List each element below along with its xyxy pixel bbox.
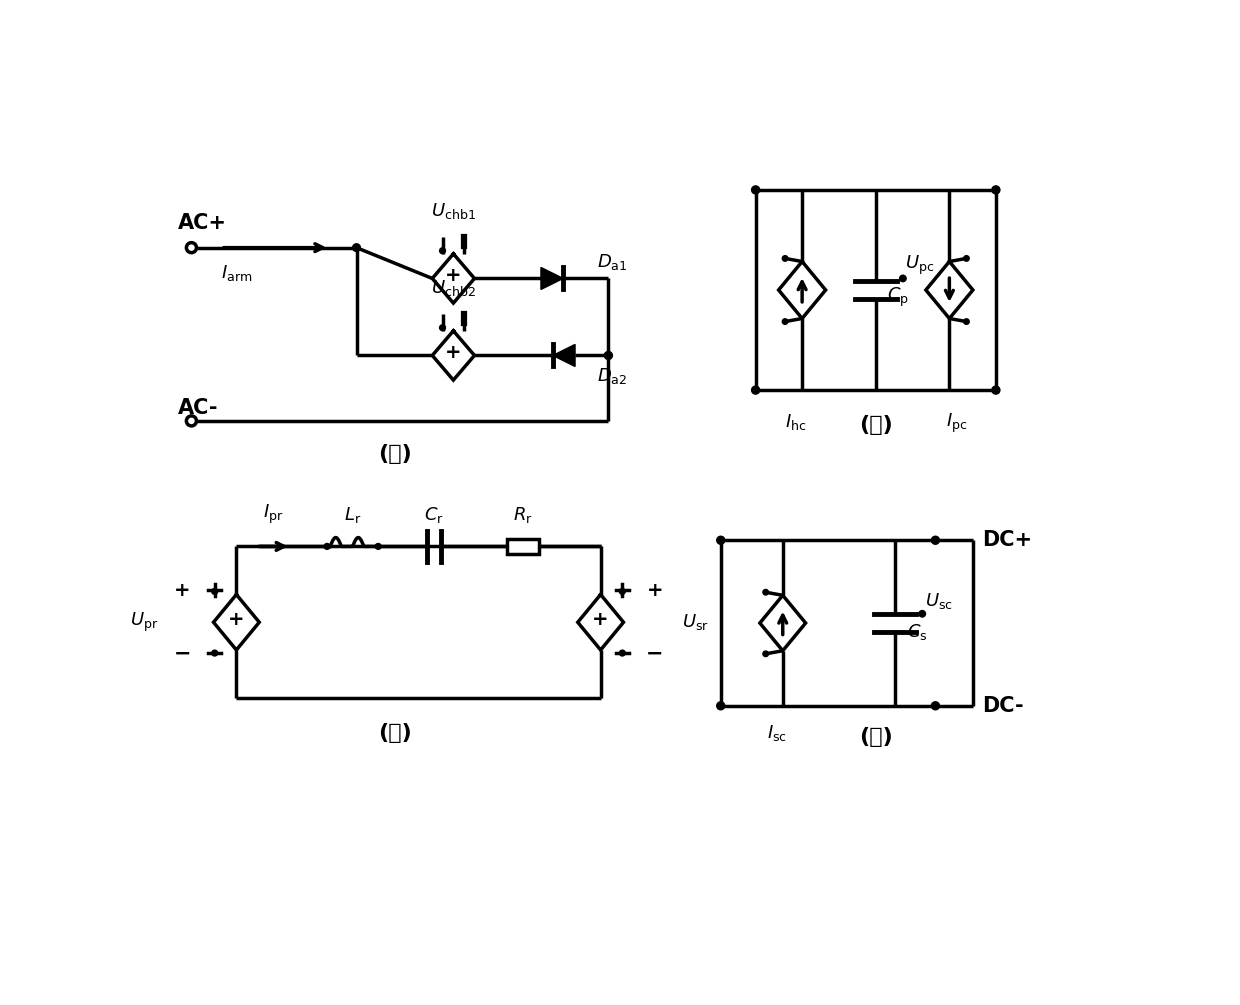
Text: $U_{\mathrm{chb2}}$: $U_{\mathrm{chb2}}$: [432, 278, 476, 298]
Circle shape: [763, 590, 769, 595]
Circle shape: [992, 186, 999, 194]
Circle shape: [782, 319, 787, 325]
Text: +: +: [445, 343, 461, 362]
Text: $I_{\mathrm{pc}}$: $I_{\mathrm{pc}}$: [946, 412, 968, 435]
Circle shape: [931, 701, 940, 710]
Circle shape: [604, 352, 613, 360]
Circle shape: [717, 537, 724, 545]
Text: $U_{\mathrm{chb1}}$: $U_{\mathrm{chb1}}$: [430, 201, 476, 221]
Circle shape: [439, 325, 445, 331]
Text: $I_{\mathrm{pr}}$: $I_{\mathrm{pr}}$: [263, 502, 283, 526]
Text: +: +: [174, 581, 191, 600]
Circle shape: [782, 255, 787, 261]
Circle shape: [963, 319, 970, 325]
Text: $I_{\mathrm{arm}}$: $I_{\mathrm{arm}}$: [221, 263, 252, 283]
Text: $L_{\mathrm{r}}$: $L_{\mathrm{r}}$: [343, 505, 361, 525]
Circle shape: [376, 544, 381, 550]
Text: DC+: DC+: [982, 531, 1032, 551]
Bar: [507, 539, 539, 554]
Text: +: +: [228, 610, 244, 629]
Circle shape: [186, 416, 196, 426]
Circle shape: [992, 386, 999, 394]
Circle shape: [899, 275, 906, 281]
Text: (四): (四): [859, 727, 893, 747]
Text: +: +: [646, 581, 663, 600]
Text: $D_{\mathrm{a2}}$: $D_{\mathrm{a2}}$: [596, 366, 627, 386]
Text: AC-: AC-: [179, 398, 218, 418]
Circle shape: [212, 589, 218, 594]
Text: −: −: [174, 644, 191, 664]
Circle shape: [717, 701, 724, 710]
Text: $I_{\mathrm{sc}}$: $I_{\mathrm{sc}}$: [766, 723, 786, 743]
Text: $R_{\mathrm{r}}$: $R_{\mathrm{r}}$: [513, 505, 533, 525]
Text: $C_{\mathrm{p}}$: $C_{\mathrm{p}}$: [888, 286, 909, 310]
Text: −: −: [646, 644, 663, 664]
Circle shape: [352, 244, 361, 251]
Circle shape: [751, 186, 760, 194]
Circle shape: [931, 537, 940, 545]
Text: (二): (二): [859, 415, 893, 435]
Circle shape: [620, 589, 625, 594]
Text: $U_{\mathrm{pc}}$: $U_{\mathrm{pc}}$: [905, 253, 935, 277]
Text: $U_{\mathrm{sc}}$: $U_{\mathrm{sc}}$: [925, 592, 952, 611]
Text: $U_{\mathrm{sr}}$: $U_{\mathrm{sr}}$: [682, 612, 709, 632]
Circle shape: [620, 650, 625, 656]
Circle shape: [324, 544, 330, 550]
Text: +: +: [593, 610, 609, 629]
Circle shape: [751, 386, 760, 394]
Polygon shape: [541, 267, 563, 289]
Text: AC+: AC+: [179, 213, 227, 233]
Circle shape: [186, 242, 196, 252]
Circle shape: [439, 248, 445, 253]
Text: $C_{\mathrm{s}}$: $C_{\mathrm{s}}$: [906, 622, 928, 642]
Circle shape: [763, 651, 769, 656]
Text: $D_{\mathrm{a1}}$: $D_{\mathrm{a1}}$: [596, 251, 627, 271]
Circle shape: [919, 611, 925, 617]
Circle shape: [212, 650, 218, 656]
Text: DC-: DC-: [982, 695, 1023, 716]
Text: +: +: [445, 266, 461, 284]
Polygon shape: [553, 345, 575, 367]
Text: (一): (一): [378, 444, 412, 464]
Text: (三): (三): [378, 723, 412, 743]
Circle shape: [963, 255, 970, 261]
Text: $U_{\mathrm{pr}}$: $U_{\mathrm{pr}}$: [130, 611, 159, 634]
Text: $C_{\mathrm{r}}$: $C_{\mathrm{r}}$: [424, 505, 444, 525]
Text: $I_{\mathrm{hc}}$: $I_{\mathrm{hc}}$: [785, 412, 807, 432]
